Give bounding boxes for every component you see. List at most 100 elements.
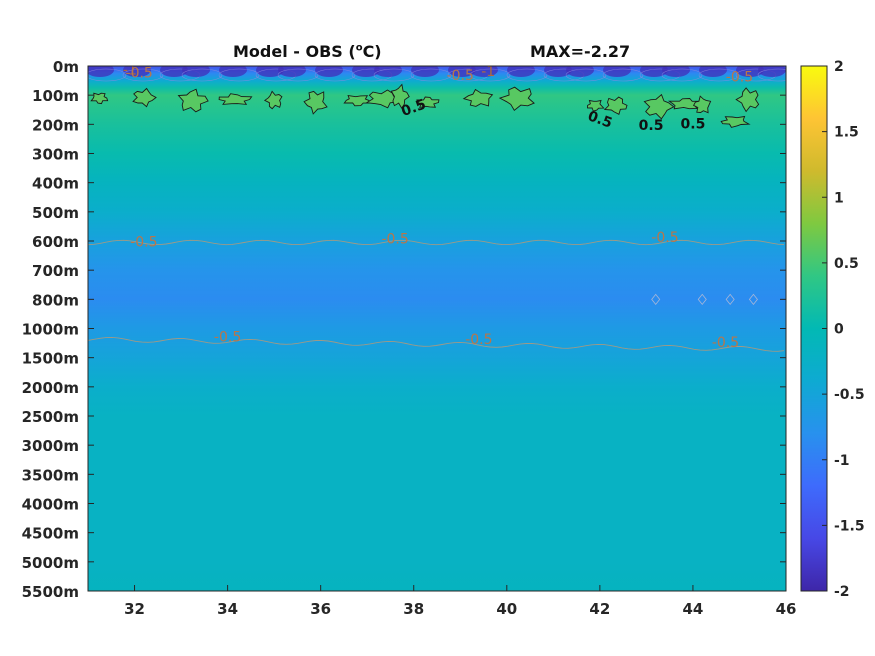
contour-label: -0.5 [712,335,739,351]
surface-cold-patch [662,66,690,77]
y-tick-label: 1500m [22,350,79,368]
colorbar-tick-label: 2 [834,59,844,75]
warm-contour-patch [498,86,535,111]
warm-contour-patch [365,89,402,109]
colorbar-tick-label: 1.5 [834,125,859,141]
warm-contour-patch [462,88,494,107]
y-tick-label: 3500m [22,466,79,484]
y-tick-label: 5000m [22,554,79,572]
x-tick-label: 38 [403,600,424,618]
colorbar-tick-label: 1 [834,190,844,206]
cold-contour-marker [725,293,735,305]
surface-contour-line [506,68,548,82]
contour-label: 0.5 [639,118,664,134]
warm-contour-patch [218,93,253,105]
contour-label: 0.5 [585,108,614,132]
warm-contour-patch [343,94,373,107]
max-value-label: MAX=-2.27 [530,42,631,61]
cold-contour-marker [651,293,661,305]
contour-line-minus-0-5 [88,239,785,246]
warm-contour-patch [177,88,209,113]
colorbar: 2 1.5 1 0.5 0 -0.5 -1 -1.5 -2 [800,59,865,600]
colorbar-tick-label: 0.5 [834,256,859,272]
colorbar-tick-label: 0 [834,322,844,338]
colorbar-tick-label: -1 [834,453,850,469]
surface-cold-patch [315,66,343,77]
surface-cold-patch [374,66,402,77]
surface-contour-line [602,68,644,82]
surface-contour-line [661,68,703,82]
surface-cold-patch [411,66,439,77]
y-tick-label: 5500m [22,583,79,601]
surface-cold-patch [278,66,306,77]
surface-contour-line [122,68,164,82]
warm-contour-patch [735,87,760,113]
y-tick-label: 100m [32,87,79,105]
contour-label: -0.5 [126,65,153,81]
contour-label: -0.5 [447,68,474,84]
warm-contour-patch [643,93,675,120]
contour-label: -0.5 [651,230,678,246]
contour-line-minus-0-5 [88,336,785,352]
surface-cold-patch [219,66,247,77]
warm-contour-patch [390,83,410,109]
contour-label: -1 [481,64,495,80]
colorbar-ticks: 2 1.5 1 0.5 0 -0.5 -1 -1.5 -2 [822,59,865,600]
surface-cold-patch [603,66,631,77]
x-tick-label: 40 [496,600,517,618]
cold-contour-marker [748,293,758,305]
warm-contour-patch [132,87,157,108]
warm-contour-patch [263,90,283,110]
x-tick-label: 44 [682,600,703,618]
y-tick-label: 2500m [22,408,79,426]
surface-cold-patch [507,66,535,77]
y-tick-label: 400m [32,175,79,193]
contour-label: 0.5 [681,116,706,132]
chart-title: Model - OBS (oC) [233,42,382,61]
contour-overlay: -1-0.5 -0.5 -1 -0.50.5 0.5 0.5 0.5-0.5 -0.5 -0.5… [88,62,786,352]
surface-contour-line [277,68,319,82]
surface-contour-line [88,68,127,82]
contour-label: -1 [123,62,137,78]
y-tick-label: 200m [32,116,79,134]
surface-cold-patch [699,66,727,77]
warm-contour-patch [90,92,109,105]
contour-label: -0.5 [381,232,408,248]
temperature-field [88,66,786,591]
x-tick-label: 34 [217,600,238,618]
x-tick-label: 46 [776,600,797,618]
warm-contour-patch [603,96,628,115]
warm-contour-patch [692,95,712,114]
surface-cold-patch [566,66,594,77]
y-tick-label: 700m [32,262,79,280]
warm-contour-patch [416,96,440,108]
y-tick-label: 600m [32,233,79,251]
surface-cold-patch [88,66,114,77]
x-tick-label: 42 [589,600,610,618]
contour-label: 0.5 [399,97,428,121]
y-tick-label: 3000m [22,437,79,455]
surface-contour-line [698,68,740,82]
warm-contour-patch [720,115,751,128]
y-tick-label: 800m [32,291,79,309]
x-axis: 32 34 36 38 40 42 44 46 [124,585,796,618]
colorbar-tick-label: -0.5 [834,387,865,403]
surface-contour-line [410,68,452,82]
y-tick-label: 300m [32,146,79,164]
y-axis: 0m 100m 200m 300m 400m 500m 600m 700m 800m 1000m 1… [22,58,786,601]
contour-label: -0.5 [726,70,753,86]
surface-contour-line [218,68,260,82]
y-tick-label: 4500m [22,525,79,543]
x-tick-label: 36 [310,600,331,618]
y-tick-label: 1000m [22,321,79,339]
surface-contour-line [314,68,356,82]
contour-label: -0.5 [214,329,241,345]
surface-contour-line [757,68,786,82]
colorbar-tick-label: -2 [834,584,850,600]
plot-area: -1-0.5 -0.5 -1 -0.50.5 0.5 0.5 0.5-0.5 -0.5 -0.5… [87,62,787,592]
surface-contour-line [373,68,415,82]
y-tick-label: 2000m [22,379,79,397]
cold-contour-marker [697,293,707,305]
warm-contour-patch [303,90,328,115]
